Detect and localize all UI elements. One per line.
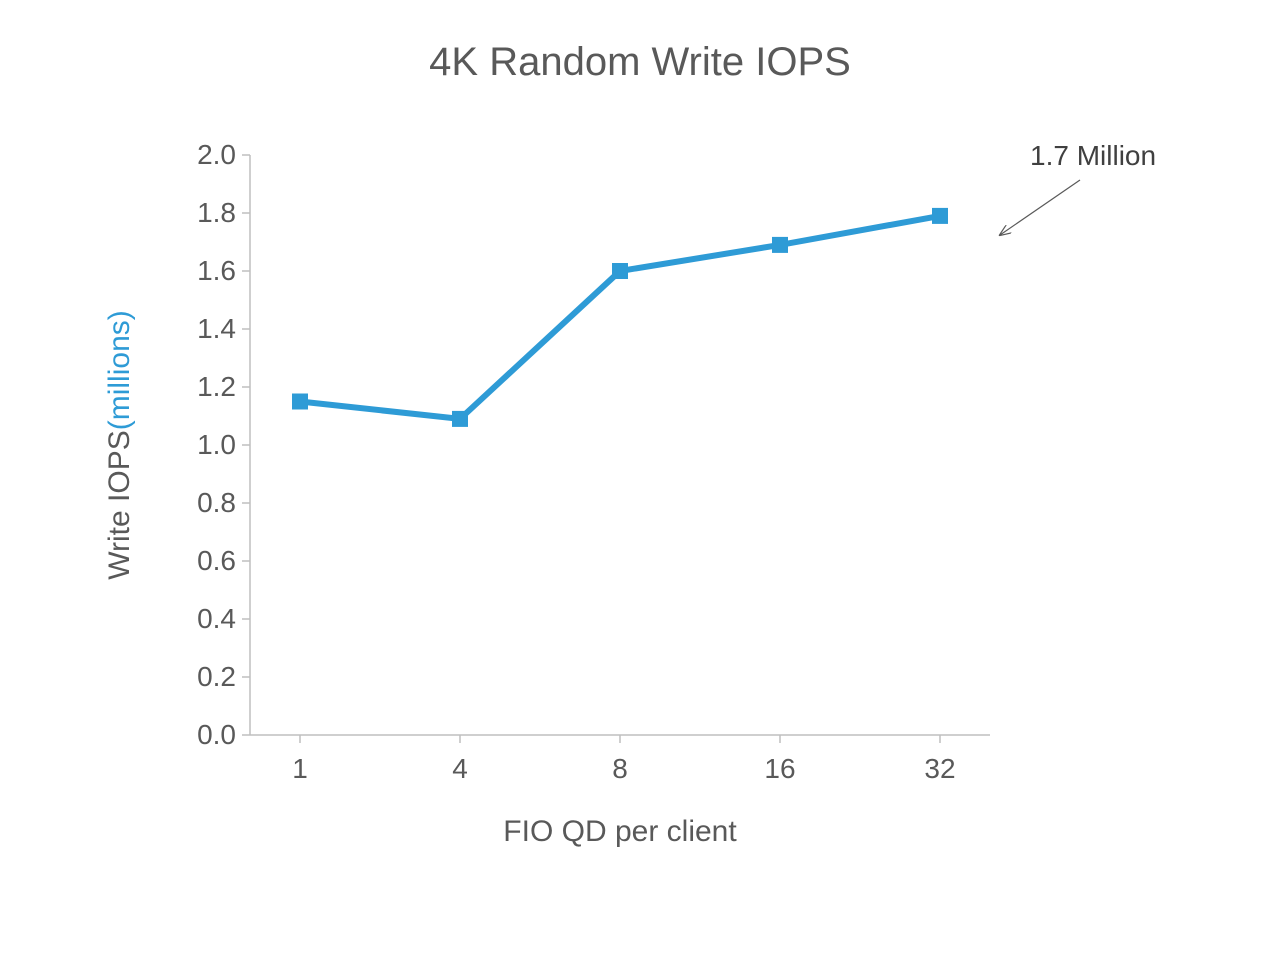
plot-area: [0, 0, 1280, 960]
y-tick-label: 1.0: [197, 429, 236, 461]
y-tick-label: 1.8: [197, 197, 236, 229]
y-tick-label: 0.6: [197, 545, 236, 577]
y-tick-label: 0.0: [197, 719, 236, 751]
y-tick-label: 2.0: [197, 139, 236, 171]
y-tick-label: 1.4: [197, 313, 236, 345]
x-tick-label: 16: [740, 753, 820, 785]
y-tick-label: 0.4: [197, 603, 236, 635]
line-chart: 4K Random Write IOPS Write IOPS(millions…: [0, 0, 1280, 960]
y-tick-label: 1.6: [197, 255, 236, 287]
x-tick-label: 1: [260, 753, 340, 785]
x-tick-label: 4: [420, 753, 500, 785]
y-tick-label: 0.8: [197, 487, 236, 519]
y-tick-label: 0.2: [197, 661, 236, 693]
x-tick-label: 8: [580, 753, 660, 785]
y-tick-label: 1.2: [197, 371, 236, 403]
x-tick-label: 32: [900, 753, 980, 785]
